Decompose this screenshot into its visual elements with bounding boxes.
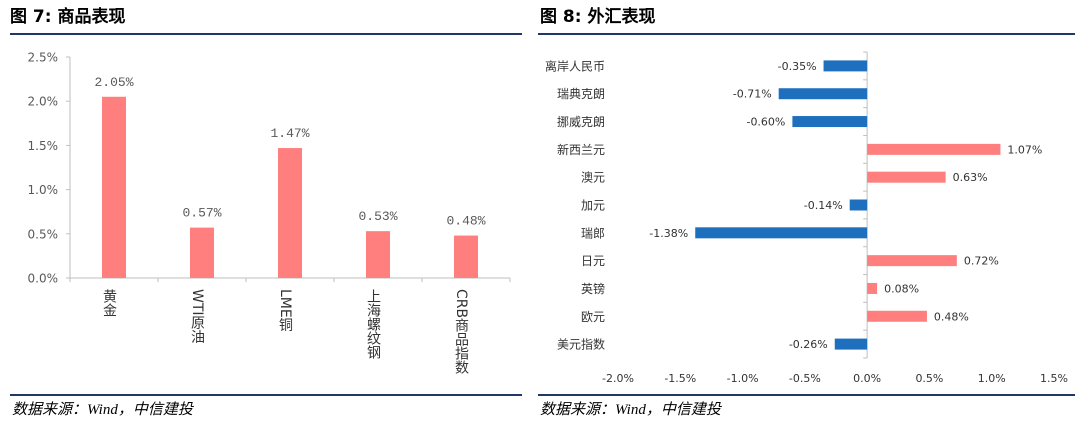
x-tick-label: 0.5% [915, 372, 943, 385]
bar [102, 96, 126, 278]
x-category-label: 上海螺纹钢 [365, 289, 381, 359]
y-tick-label: 0.0% [28, 272, 59, 286]
data-label: 0.48% [934, 310, 969, 323]
bar [834, 338, 868, 350]
y-category-label: 澳元 [581, 171, 605, 185]
data-label: -0.60% [746, 116, 785, 129]
x-category-label: LME铜 [277, 289, 293, 332]
commodity-bar-chart: 0.0% 0.5% 1.0% 1.5% 2.0% 2.5% 2.05% 0.57% 1.47% 0… [28, 51, 511, 286]
y-category-label: 英镑 [581, 281, 605, 296]
top-rule [538, 33, 1075, 35]
data-label: 2.05% [94, 75, 133, 90]
bar [190, 227, 214, 278]
bar [867, 143, 1001, 155]
y-category-label: 美元指数 [557, 337, 605, 352]
x-tick-label: -1.0% [727, 372, 759, 385]
y-category-label: 瑞典克朗 [557, 87, 605, 101]
y-category-label: 新西兰元 [557, 142, 605, 157]
y-tick-label: 1.5% [28, 139, 59, 153]
data-label: 1.47% [270, 126, 309, 141]
bar [867, 282, 878, 294]
bar [792, 116, 868, 128]
data-label: -0.35% [778, 60, 817, 73]
source-note: 数据来源：Wind，中信建投 [12, 402, 193, 418]
y-category-label: 加元 [581, 199, 605, 213]
data-label: 0.63% [953, 171, 988, 184]
y-category-label: 挪威克朗 [557, 115, 605, 129]
y-category-label: 日元 [581, 254, 605, 268]
y-tick-label: 1.0% [28, 183, 59, 197]
bar [278, 148, 302, 278]
data-label: 0.08% [884, 282, 919, 295]
bar [695, 227, 868, 239]
figure-title: 图 7: 商品表现 [10, 7, 126, 27]
figure-title: 图 8: 外汇表现 [540, 7, 656, 27]
bottom-rule [538, 394, 1075, 396]
bar [778, 88, 868, 100]
x-category-label: WTI原油 [189, 289, 205, 344]
data-label: 0.48% [446, 214, 485, 229]
x-category-label: 黄金 [101, 289, 117, 317]
y-tick-label: 2.5% [28, 51, 59, 65]
x-tick-label: 1.0% [978, 372, 1006, 385]
y-category-label: 瑞郎 [581, 226, 605, 240]
bar [867, 255, 957, 267]
figure-7-panel: 图 7: 商品表现 0.0% 0.5% 1.0% 1.5% 2.0% 2.5% 2.05% 0… [0, 0, 530, 426]
bar [867, 310, 927, 322]
data-label: -0.26% [789, 338, 828, 351]
y-category-label: 欧元 [581, 310, 605, 324]
y-category-label: 离岸人民币 [545, 58, 605, 73]
figure-8-panel: 图 8: 外汇表现 离岸人民币 -0.35% 瑞典克朗 -0.71% 挪威克朗 -0.60… [530, 0, 1080, 426]
bottom-rule [10, 394, 522, 396]
x-tick-label: -2.0% [602, 372, 634, 385]
bar [366, 231, 390, 278]
x-category-label: CRB商品指数 [453, 289, 469, 375]
x-tick-label: 1.5% [1040, 372, 1068, 385]
y-tick-label: 2.0% [28, 95, 59, 109]
top-rule [10, 33, 522, 35]
y-tick-label: 0.5% [28, 227, 59, 241]
fx-horizontal-bar-chart: 离岸人民币 -0.35% 瑞典克朗 -0.71% 挪威克朗 -0.60% 新西兰元 1.07%… [545, 51, 1068, 385]
x-tick-label: -1.5% [664, 372, 696, 385]
data-label: -0.14% [804, 199, 843, 212]
bar [823, 60, 868, 72]
bar [867, 171, 946, 183]
data-label: 0.57% [182, 206, 221, 221]
data-label: 0.53% [358, 209, 397, 224]
data-label: -1.38% [649, 227, 688, 240]
source-note: 数据来源：Wind，中信建投 [540, 402, 721, 418]
bar [454, 235, 478, 278]
data-label: 0.72% [964, 255, 999, 268]
x-tick-label: 0.0% [853, 372, 881, 385]
bar [849, 199, 868, 211]
x-tick-label: -0.5% [789, 372, 821, 385]
data-label: -0.71% [733, 88, 772, 101]
data-label: 1.07% [1007, 143, 1042, 156]
